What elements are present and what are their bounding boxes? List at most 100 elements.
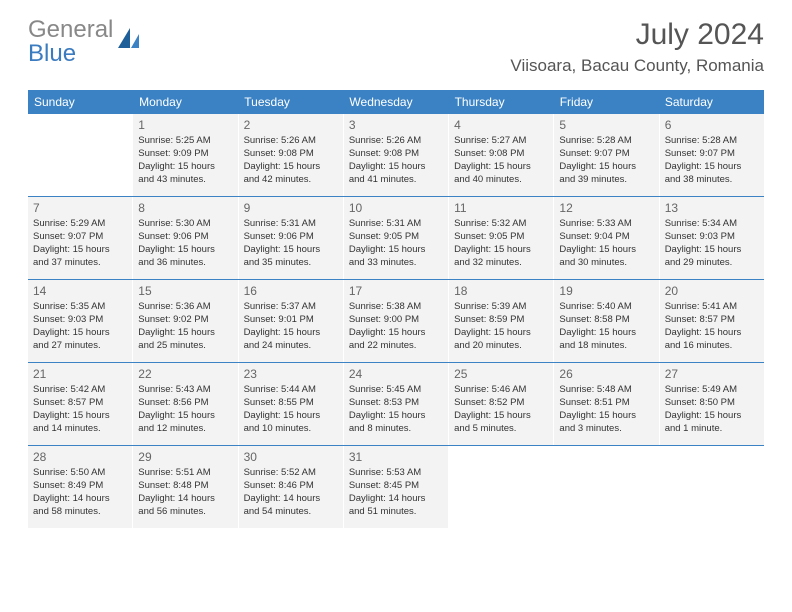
logo-gray: General xyxy=(28,16,113,43)
day-info: Sunrise: 5:30 AMSunset: 9:06 PMDaylight:… xyxy=(138,218,232,269)
header: General Blue July 2024 Viisoara, Bacau C… xyxy=(0,0,792,82)
day-number: 29 xyxy=(138,449,232,465)
day-cell: 4 Sunrise: 5:27 AMSunset: 9:08 PMDaylight… xyxy=(449,114,554,196)
day-number: 23 xyxy=(244,366,338,382)
day-info: Sunrise: 5:35 AMSunset: 9:03 PMDaylight:… xyxy=(33,301,127,352)
weekday-thu: Thursday xyxy=(449,90,554,114)
day-cell: 15Sunrise: 5:36 AMSunset: 9:02 PMDayligh… xyxy=(133,280,238,362)
day-info: Sunrise: 5:49 AMSunset: 8:50 PMDaylight:… xyxy=(665,384,759,435)
calendar: Sunday Monday Tuesday Wednesday Thursday… xyxy=(28,90,764,528)
logo: General Blue xyxy=(28,18,144,66)
day-info: Sunrise: 5:29 AMSunset: 9:07 PMDaylight:… xyxy=(33,218,127,269)
day-info: Sunrise: 5:44 AMSunset: 8:55 PMDaylight:… xyxy=(244,384,338,435)
day-number: 3 xyxy=(349,117,443,133)
day-number: 2 xyxy=(244,117,338,133)
day-cell: 2 Sunrise: 5:26 AMSunset: 9:08 PMDaylight… xyxy=(239,114,344,196)
day-number: 6 xyxy=(665,117,759,133)
day-info: Sunrise: 5:34 AMSunset: 9:03 PMDaylight:… xyxy=(665,218,759,269)
day-number: 13 xyxy=(665,200,759,216)
logo-blue: Blue xyxy=(28,40,76,67)
day-number: 20 xyxy=(665,283,759,299)
day-cell: 9 Sunrise: 5:31 AMSunset: 9:06 PMDaylight… xyxy=(239,197,344,279)
weeks-container: 1Sunrise: 5:25 AMSunset: 9:09 PMDaylight… xyxy=(28,114,764,528)
day-cell xyxy=(554,446,659,528)
day-cell: 16Sunrise: 5:37 AMSunset: 9:01 PMDayligh… xyxy=(239,280,344,362)
day-info: Sunrise: 5:28 AMSunset: 9:07 PMDaylight:… xyxy=(665,135,759,186)
day-cell: 19Sunrise: 5:40 AMSunset: 8:58 PMDayligh… xyxy=(554,280,659,362)
day-info: Sunrise: 5:37 AMSunset: 9:01 PMDaylight:… xyxy=(244,301,338,352)
weekday-fri: Friday xyxy=(554,90,659,114)
day-cell: 7 Sunrise: 5:29 AMSunset: 9:07 PMDaylight… xyxy=(28,197,133,279)
day-info: Sunrise: 5:27 AMSunset: 9:08 PMDaylight:… xyxy=(454,135,548,186)
day-info: Sunrise: 5:48 AMSunset: 8:51 PMDaylight:… xyxy=(559,384,653,435)
day-cell: 12Sunrise: 5:33 AMSunset: 9:04 PMDayligh… xyxy=(554,197,659,279)
day-number: 4 xyxy=(454,117,548,133)
weekday-header: Sunday Monday Tuesday Wednesday Thursday… xyxy=(28,90,764,114)
day-info: Sunrise: 5:26 AMSunset: 9:08 PMDaylight:… xyxy=(349,135,443,186)
day-cell: 14Sunrise: 5:35 AMSunset: 9:03 PMDayligh… xyxy=(28,280,133,362)
day-cell xyxy=(28,114,133,196)
day-cell: 28 Sunrise: 5:50 AMSunset: 8:49 PMDayligh… xyxy=(28,446,133,528)
week-row: 1Sunrise: 5:25 AMSunset: 9:09 PMDaylight… xyxy=(28,114,764,196)
day-number: 10 xyxy=(349,200,443,216)
day-cell: 6 Sunrise: 5:28 AMSunset: 9:07 PMDaylight… xyxy=(660,114,764,196)
day-cell: 13 Sunrise: 5:34 AMSunset: 9:03 PMDayligh… xyxy=(660,197,764,279)
day-number: 31 xyxy=(349,449,443,465)
day-number: 5 xyxy=(559,117,653,133)
day-info: Sunrise: 5:46 AMSunset: 8:52 PMDaylight:… xyxy=(454,384,548,435)
day-info: Sunrise: 5:50 AMSunset: 8:49 PMDaylight:… xyxy=(33,467,127,518)
day-info: Sunrise: 5:38 AMSunset: 9:00 PMDaylight:… xyxy=(349,301,443,352)
day-cell: 21Sunrise: 5:42 AMSunset: 8:57 PMDayligh… xyxy=(28,363,133,445)
weekday-sat: Saturday xyxy=(659,90,764,114)
day-info: Sunrise: 5:39 AMSunset: 8:59 PMDaylight:… xyxy=(454,301,548,352)
day-info: Sunrise: 5:42 AMSunset: 8:57 PMDaylight:… xyxy=(33,384,127,435)
day-cell: 10 Sunrise: 5:31 AMSunset: 9:05 PMDayligh… xyxy=(344,197,449,279)
logo-sail-icon xyxy=(116,26,144,59)
day-number: 24 xyxy=(349,366,443,382)
day-info: Sunrise: 5:32 AMSunset: 9:05 PMDaylight:… xyxy=(454,218,548,269)
week-row: 7 Sunrise: 5:29 AMSunset: 9:07 PMDaylight… xyxy=(28,196,764,279)
day-number: 25 xyxy=(454,366,548,382)
day-cell: 8Sunrise: 5:30 AMSunset: 9:06 PMDaylight… xyxy=(133,197,238,279)
day-info: Sunrise: 5:28 AMSunset: 9:07 PMDaylight:… xyxy=(559,135,653,186)
day-info: Sunrise: 5:51 AMSunset: 8:48 PMDaylight:… xyxy=(138,467,232,518)
day-cell: 30 Sunrise: 5:52 AMSunset: 8:46 PMDayligh… xyxy=(239,446,344,528)
day-info: Sunrise: 5:36 AMSunset: 9:02 PMDaylight:… xyxy=(138,301,232,352)
day-cell: 26Sunrise: 5:48 AMSunset: 8:51 PMDayligh… xyxy=(554,363,659,445)
day-number: 27 xyxy=(665,366,759,382)
day-info: Sunrise: 5:41 AMSunset: 8:57 PMDaylight:… xyxy=(665,301,759,352)
month-title: July 2024 xyxy=(510,18,764,52)
location-text: Viisoara, Bacau County, Romania xyxy=(510,56,764,76)
day-info: Sunrise: 5:40 AMSunset: 8:58 PMDaylight:… xyxy=(559,301,653,352)
day-cell: 18 Sunrise: 5:39 AMSunset: 8:59 PMDayligh… xyxy=(449,280,554,362)
day-cell: 29 Sunrise: 5:51 AMSunset: 8:48 PMDayligh… xyxy=(133,446,238,528)
weekday-wed: Wednesday xyxy=(343,90,448,114)
day-cell xyxy=(449,446,554,528)
day-info: Sunrise: 5:31 AMSunset: 9:05 PMDaylight:… xyxy=(349,218,443,269)
day-number: 30 xyxy=(244,449,338,465)
day-cell: 31Sunrise: 5:53 AMSunset: 8:45 PMDayligh… xyxy=(344,446,449,528)
day-cell: 25 Sunrise: 5:46 AMSunset: 8:52 PMDayligh… xyxy=(449,363,554,445)
day-info: Sunrise: 5:52 AMSunset: 8:46 PMDaylight:… xyxy=(244,467,338,518)
day-number: 18 xyxy=(454,283,548,299)
day-cell xyxy=(660,446,764,528)
day-info: Sunrise: 5:45 AMSunset: 8:53 PMDaylight:… xyxy=(349,384,443,435)
day-number: 11 xyxy=(454,200,548,216)
day-number: 9 xyxy=(244,200,338,216)
day-cell: 17Sunrise: 5:38 AMSunset: 9:00 PMDayligh… xyxy=(344,280,449,362)
day-number: 7 xyxy=(33,200,127,216)
day-cell: 23 Sunrise: 5:44 AMSunset: 8:55 PMDayligh… xyxy=(239,363,344,445)
weekday-tue: Tuesday xyxy=(238,90,343,114)
week-row: 21Sunrise: 5:42 AMSunset: 8:57 PMDayligh… xyxy=(28,362,764,445)
day-info: Sunrise: 5:43 AMSunset: 8:56 PMDaylight:… xyxy=(138,384,232,435)
day-info: Sunrise: 5:31 AMSunset: 9:06 PMDaylight:… xyxy=(244,218,338,269)
day-cell: 11 Sunrise: 5:32 AMSunset: 9:05 PMDayligh… xyxy=(449,197,554,279)
day-number: 28 xyxy=(33,449,127,465)
day-number: 22 xyxy=(138,366,232,382)
day-cell: 27 Sunrise: 5:49 AMSunset: 8:50 PMDayligh… xyxy=(660,363,764,445)
day-cell: 1Sunrise: 5:25 AMSunset: 9:09 PMDaylight… xyxy=(133,114,238,196)
day-cell: 24 Sunrise: 5:45 AMSunset: 8:53 PMDayligh… xyxy=(344,363,449,445)
day-number: 1 xyxy=(138,117,232,133)
day-info: Sunrise: 5:26 AMSunset: 9:08 PMDaylight:… xyxy=(244,135,338,186)
day-number: 12 xyxy=(559,200,653,216)
